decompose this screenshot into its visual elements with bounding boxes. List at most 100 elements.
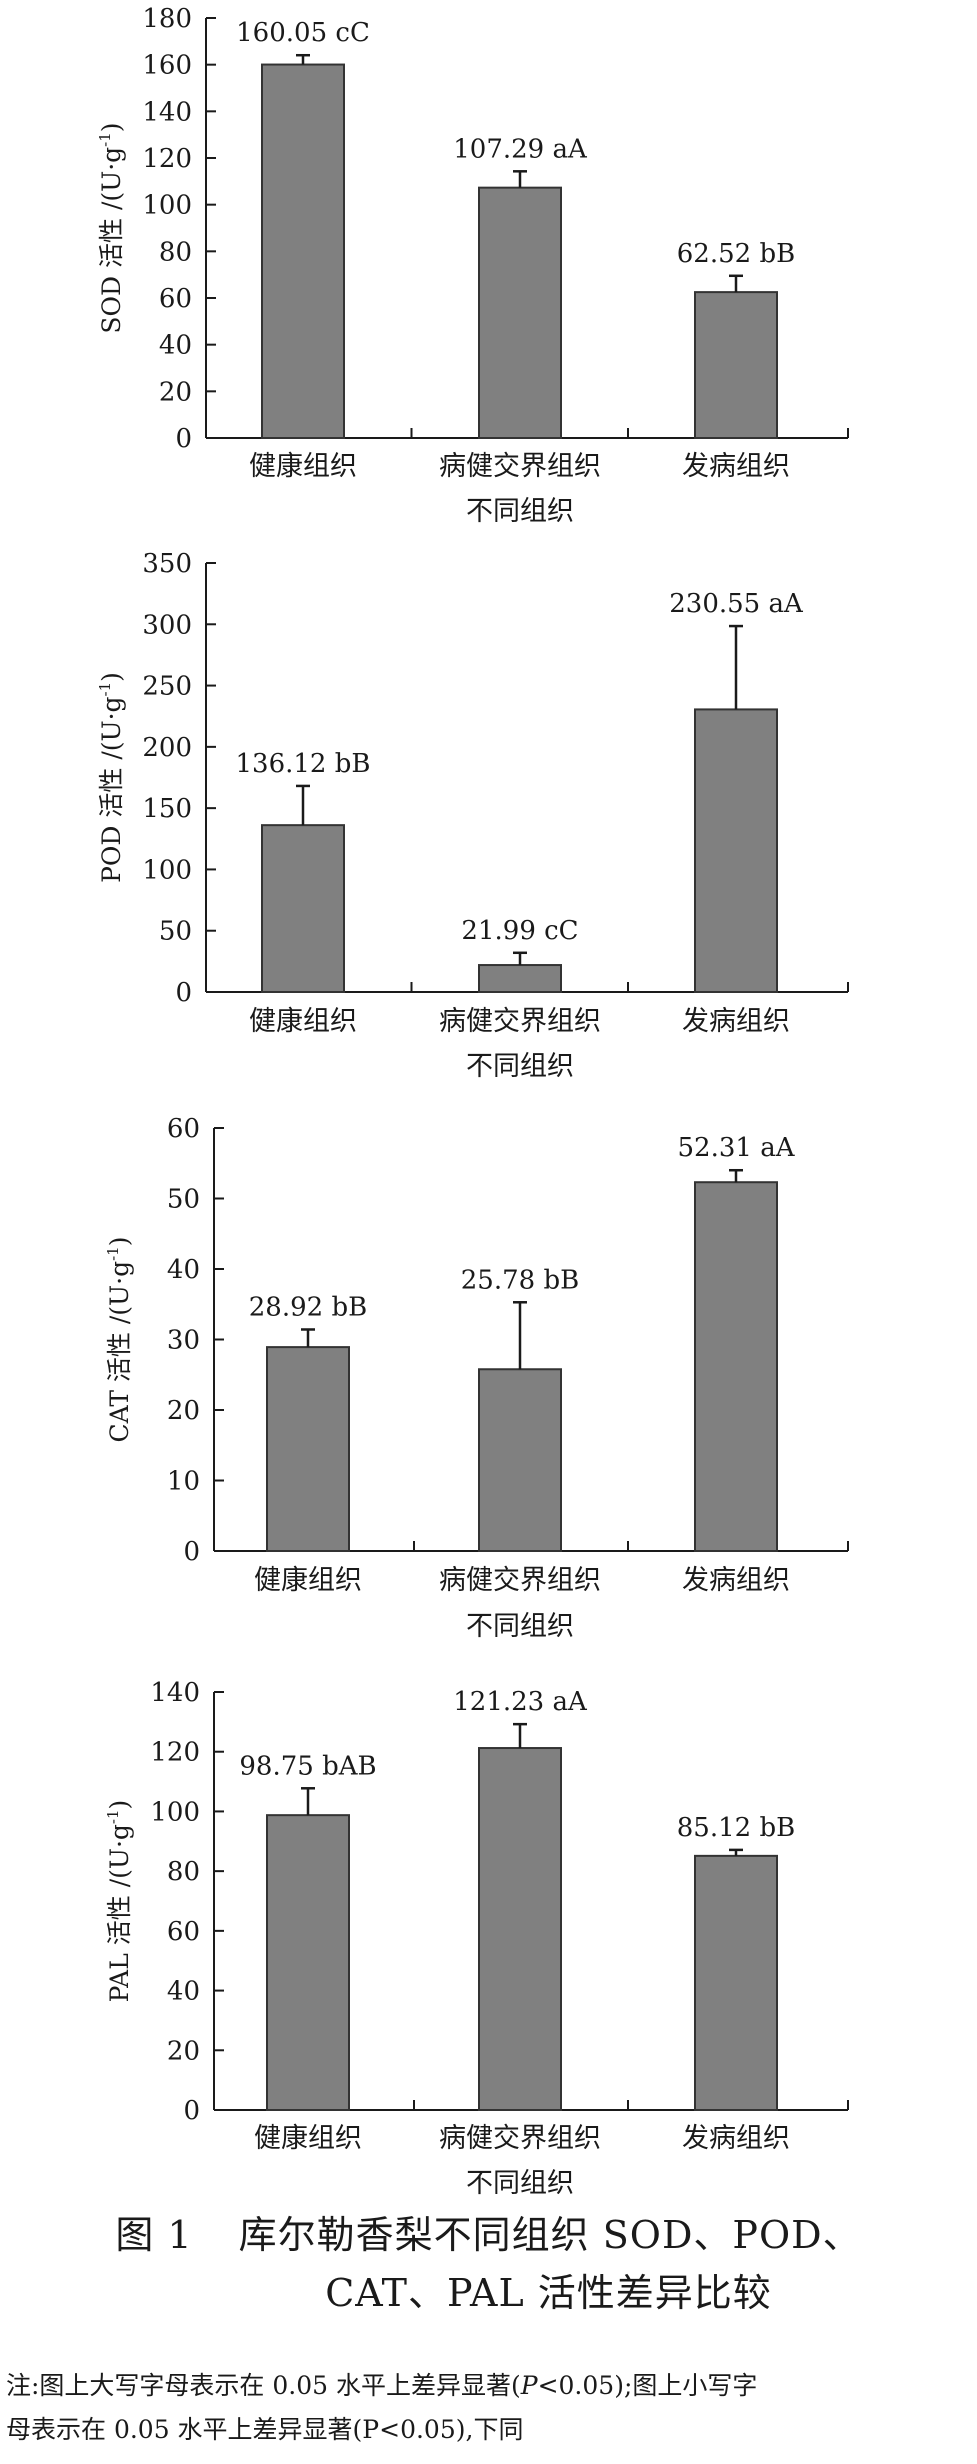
sod-y-tick-label: 40	[159, 331, 192, 361]
pal-y-tick-label: 40	[167, 1977, 200, 2007]
sod-bar	[261, 63, 345, 440]
sod-y-tick-label: 20	[159, 377, 192, 407]
pal-y-tick-label: 140	[150, 1678, 200, 1708]
pod-data-label: 230.55 aA	[669, 589, 804, 619]
pod-y-tick-label: 300	[142, 610, 192, 640]
pal-data-label: 98.75 bAB	[239, 1751, 376, 1781]
sod-y-axis-title-main: SOD 活性 /(U·g	[97, 147, 126, 334]
figure-caption: 图 1 库尔勒香梨不同组织 SOD、POD、 CAT、PAL 活性差异比较	[0, 2206, 977, 2322]
pod-y-tick-label: 250	[142, 672, 192, 702]
pal-y-axis-title: PAL 活性 /(U·g-1)	[104, 1800, 134, 2003]
pod-y-tick-label: 350	[142, 549, 192, 579]
pod-bar	[478, 964, 562, 993]
sod-category-label: 病健交界组织	[439, 451, 601, 482]
pal-y-tick-label: 80	[167, 1857, 200, 1887]
sod-y-tick-label: 80	[159, 237, 192, 267]
pod-y-axis-title-main: POD 活性 /(U·g	[97, 696, 126, 882]
cat-y-axis-title-sup: -1	[104, 1246, 122, 1261]
pod-data-label: 136.12 bB	[236, 749, 371, 779]
figure-note: 注:图上大写字母表示在 0.05 水平上差异显著(P<0.05);图上小写字 母…	[6, 2364, 971, 2452]
cat-category-label: 健康组织	[254, 1565, 362, 1596]
chart-pal: 0 20 40 60 80 100 120 140 98.75 bAB 健康组织 121.23 aA…	[104, 1678, 849, 2199]
pal-data-label: 85.12 bB	[677, 1813, 795, 1843]
pal-bar	[478, 1747, 562, 2111]
pod-category-label: 病健交界组织	[439, 1006, 601, 1037]
cat-category-label: 病健交界组织	[439, 1565, 601, 1596]
pod-y-tick-label: 200	[142, 733, 192, 763]
pod-data-label: 21.99 cC	[461, 916, 578, 946]
sod-y-tick-label: 180	[142, 4, 192, 34]
cat-y-axis-title: CAT 活性 /(U·g-1)	[104, 1237, 134, 1443]
pal-y-tick-label: 60	[167, 1917, 200, 1947]
sod-data-label: 62.52 bB	[677, 239, 795, 269]
sod-x-axis-title: 不同组织	[466, 496, 574, 527]
pod-category-label: 健康组织	[249, 1006, 357, 1037]
cat-y-axis-title-close: )	[105, 1237, 134, 1247]
cat-y-tick-label: 30	[167, 1326, 200, 1356]
note-line1-a: 注:图上大写字母表示在 0.05 水平上差异显著(	[6, 2371, 521, 2400]
chart-pod: 0 50 100 150 200 250 300 350 136.12 bB 健康组织 21.99 …	[96, 549, 849, 1082]
pal-category-label: 病健交界组织	[439, 2123, 601, 2154]
pod-category-label: 发病组织	[682, 1006, 790, 1037]
cat-y-tick-label: 50	[167, 1185, 200, 1215]
sod-y-tick-label: 100	[142, 191, 192, 221]
sod-y-tick-label: 60	[159, 284, 192, 314]
sod-bar	[478, 186, 562, 439]
chart-panel-cat: 0 10 20 30 40 50 60 28.92 bB 健康组织 25.78 bB 病健交界组织 5…	[0, 1095, 977, 1650]
pal-category-label: 健康组织	[254, 2123, 362, 2154]
cat-category-label: 发病组织	[682, 1565, 790, 1596]
note-line1: 注:图上大写字母表示在 0.05 水平上差异显著(P<0.05);图上小写字	[6, 2364, 971, 2408]
figure-title-line2: CAT、PAL 活性差异比较	[325, 2271, 772, 2315]
pal-y-tick-label: 20	[167, 2036, 200, 2066]
sod-category-label: 健康组织	[249, 451, 357, 482]
pod-y-axis-title-close: )	[97, 672, 126, 682]
pod-y-axis-title: POD 活性 /(U·g-1)	[96, 672, 126, 883]
chart-cat: 0 10 20 30 40 50 60 28.92 bB 健康组织 25.78 bB 病健交界组织 5…	[104, 1114, 849, 1642]
cat-bar	[478, 1368, 562, 1552]
pod-bar	[261, 824, 345, 993]
pod-y-axis-title-sup: -1	[96, 682, 114, 697]
cat-y-tick-label: 60	[167, 1114, 200, 1144]
chart-panel-sod: 0 20 40 60 80 100 120 140 160 180 160.05 cC 健康组织 107…	[0, 0, 977, 545]
sod-data-label: 107.29 aA	[453, 134, 588, 164]
cat-y-axis-title-main: CAT 活性 /(U·g	[105, 1261, 134, 1443]
cat-data-label: 25.78 bB	[461, 1265, 579, 1295]
cat-data-label: 52.31 aA	[678, 1133, 796, 1163]
pal-y-axis-title-main: PAL 活性 /(U·g	[105, 1824, 134, 2002]
pal-bar	[694, 1854, 778, 2111]
figure-title-line1: 库尔勒香梨不同组织 SOD、POD、	[238, 2213, 862, 2257]
cat-y-tick-label: 20	[167, 1396, 200, 1426]
pod-y-tick-label: 150	[142, 794, 192, 824]
pal-y-tick-label: 0	[183, 2096, 200, 2126]
pod-x-axis-title: 不同组织	[466, 1051, 574, 1082]
sod-y-axis-title: SOD 活性 /(U·g-1)	[96, 122, 126, 333]
pod-y-tick-label: 50	[159, 917, 192, 947]
pal-y-axis-title-sup: -1	[104, 1809, 122, 1824]
sod-y-axis-title-sup: -1	[96, 132, 114, 147]
note-line1-b: <0.05);图上小写字	[537, 2371, 758, 2400]
sod-y-tick-label: 120	[142, 144, 192, 174]
cat-bar	[694, 1181, 778, 1552]
sod-bar	[694, 291, 778, 439]
cat-y-tick-label: 40	[167, 1255, 200, 1285]
pal-category-label: 发病组织	[682, 2123, 790, 2154]
pod-bar	[694, 708, 778, 994]
figure-caption-line2: CAT、PAL 活性差异比较	[0, 2264, 977, 2322]
cat-x-axis-title: 不同组织	[466, 1611, 574, 1642]
cat-data-label: 28.92 bB	[249, 1292, 367, 1322]
chart-panel-pal: 0 20 40 60 80 100 120 140 98.75 bAB 健康组织 121.23 aA…	[0, 1650, 977, 2205]
pal-data-label: 121.23 aA	[453, 1687, 588, 1717]
cat-y-tick-label: 10	[167, 1467, 200, 1497]
pod-y-tick-label: 0	[175, 978, 192, 1008]
pal-y-tick-label: 100	[150, 1797, 200, 1827]
cat-y-tick-label: 0	[183, 1537, 200, 1567]
sod-y-axis-title-close: )	[97, 122, 126, 132]
sod-data-label: 160.05 cC	[236, 18, 370, 48]
pal-y-tick-label: 120	[150, 1738, 200, 1768]
sod-category-label: 发病组织	[682, 451, 790, 482]
note-line2: 母表示在 0.05 水平上差异显著(P<0.05),下同	[6, 2415, 524, 2444]
sod-y-tick-label: 140	[142, 97, 192, 127]
chart-sod: 0 20 40 60 80 100 120 140 160 180 160.05 cC 健康组织 107…	[96, 4, 849, 527]
cat-bar	[266, 1346, 350, 1552]
sod-y-tick-label: 0	[175, 424, 192, 454]
